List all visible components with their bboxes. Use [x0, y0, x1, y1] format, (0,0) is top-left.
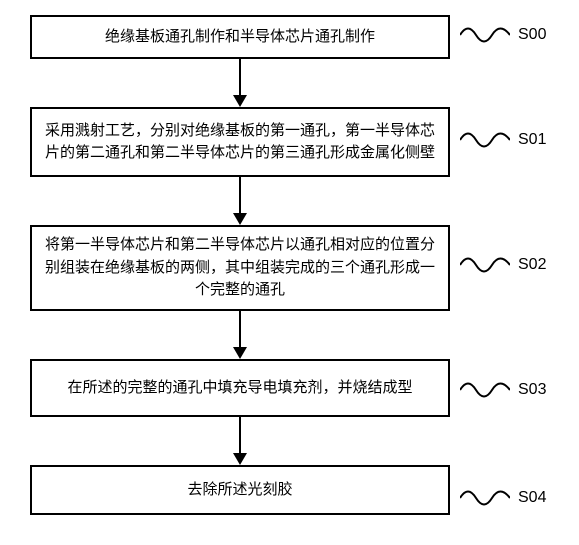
arrow-line: [239, 417, 241, 457]
step-label: S04: [518, 489, 546, 507]
arrow-head: [233, 213, 247, 225]
label-row-0: S00: [460, 20, 546, 50]
arrow-head: [233, 347, 247, 359]
wave-icon: [460, 250, 510, 280]
wave-icon: [460, 483, 510, 513]
flowchart-column: 绝缘基板通孔制作和半导体芯片通孔制作 采用溅射工艺，分别对绝缘基板的第一通孔，第…: [30, 15, 450, 515]
label-row-3: S03: [460, 375, 546, 405]
step-box-0: 绝缘基板通孔制作和半导体芯片通孔制作: [30, 15, 450, 59]
arrow-2-3: [30, 311, 450, 359]
wave-icon: [460, 125, 510, 155]
step-label: S03: [518, 381, 546, 399]
step-box-4: 去除所述光刻胶: [30, 465, 450, 515]
arrow-0-1: [30, 59, 450, 107]
step-label: S01: [518, 131, 546, 149]
arrow-line: [239, 177, 241, 217]
step-text: 绝缘基板通孔制作和半导体芯片通孔制作: [105, 26, 375, 49]
step-text: 在所述的完整的通孔中填充导电填充剂，并烧结成型: [67, 377, 412, 400]
arrow-3-4: [30, 417, 450, 465]
step-text: 去除所述光刻胶: [187, 479, 292, 502]
wave-icon: [460, 20, 510, 50]
step-box-3: 在所述的完整的通孔中填充导电填充剂，并烧结成型: [30, 359, 450, 417]
label-row-1: S01: [460, 125, 546, 155]
arrow-head: [233, 95, 247, 107]
step-label: S02: [518, 256, 546, 274]
label-row-2: S02: [460, 250, 546, 280]
step-box-1: 采用溅射工艺，分别对绝缘基板的第一通孔，第一半导体芯片的第二通孔和第二半导体芯片…: [30, 107, 450, 177]
step-label: S00: [518, 26, 546, 44]
wave-icon: [460, 375, 510, 405]
arrow-line: [239, 311, 241, 351]
label-row-4: S04: [460, 483, 546, 513]
step-text: 采用溅射工艺，分别对绝缘基板的第一通孔，第一半导体芯片的第二通孔和第二半导体芯片…: [44, 120, 436, 165]
step-text: 将第一半导体芯片和第二半导体芯片以通孔相对应的位置分别组装在绝缘基板的两侧，其中…: [44, 234, 436, 302]
arrow-head: [233, 453, 247, 465]
arrow-line: [239, 59, 241, 99]
step-box-2: 将第一半导体芯片和第二半导体芯片以通孔相对应的位置分别组装在绝缘基板的两侧，其中…: [30, 225, 450, 311]
arrow-1-2: [30, 177, 450, 225]
